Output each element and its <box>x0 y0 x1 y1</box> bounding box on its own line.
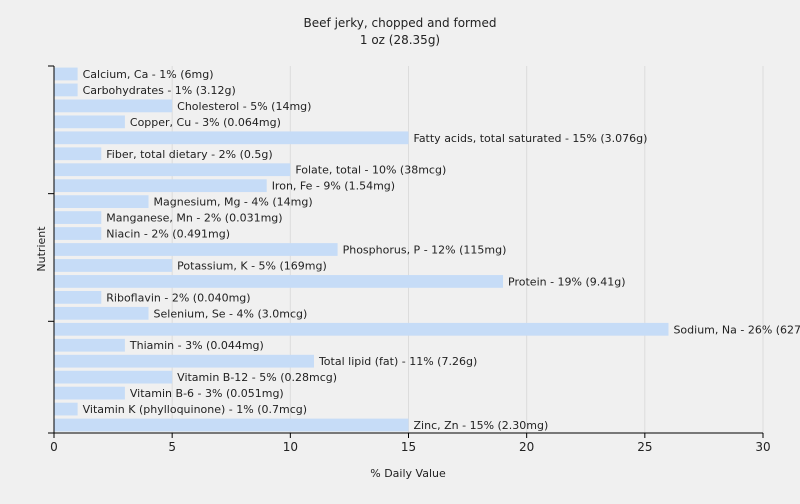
bar-6 <box>54 163 291 177</box>
bar-label-12: Potassium, K - 5% (169mg) <box>177 259 327 272</box>
bar-label-3: Copper, Cu - 3% (0.064mg) <box>130 116 281 129</box>
bar-label-22: Zinc, Zn - 15% (2.30mg) <box>414 419 549 432</box>
bar-14 <box>54 290 102 304</box>
bar-1 <box>54 83 78 97</box>
bar-label-21: Vitamin K (phylloquinone) - 1% (0.7mcg) <box>83 403 307 416</box>
chart-title: Beef jerky, chopped and formed <box>304 16 497 30</box>
bar-label-19: Vitamin B-12 - 5% (0.28mcg) <box>177 371 337 384</box>
bar-5 <box>54 147 102 161</box>
bar-label-10: Niacin - 2% (0.491mg) <box>106 228 230 241</box>
bar-label-15: Selenium, Se - 4% (3.0mcg) <box>154 307 308 320</box>
bar-label-5: Fiber, total dietary - 2% (0.5g) <box>106 148 272 161</box>
bar-9 <box>54 211 102 224</box>
bar-15 <box>54 306 149 320</box>
bar-12 <box>54 259 173 272</box>
bar-label-7: Iron, Fe - 9% (1.54mg) <box>272 180 395 193</box>
x-tick-label-1: 5 <box>168 440 176 454</box>
bar-18 <box>54 354 314 368</box>
axes: 0 5 10 15 20 25 30 <box>48 65 771 454</box>
bar-label-11: Phosphorus, P - 12% (115mg) <box>343 244 507 257</box>
x-tick-label-4: 20 <box>519 440 534 454</box>
bar-7 <box>54 179 267 193</box>
x-tick-label-0: 0 <box>50 440 58 454</box>
x-tick-label-3: 15 <box>401 440 416 454</box>
bar-label-9: Manganese, Mn - 2% (0.031mg) <box>106 212 282 225</box>
x-tick-label-5: 25 <box>637 440 652 454</box>
bar-label-0: Calcium, Ca - 1% (6mg) <box>83 68 214 81</box>
bar-label-13: Protein - 19% (9.41g) <box>508 275 626 288</box>
bar-10 <box>54 227 102 240</box>
bar-labels: Calcium, Ca - 1% (6mg) Carbohydrates - 1%… <box>83 68 800 432</box>
bar-label-14: Riboflavin - 2% (0.040mg) <box>106 291 250 304</box>
bar-label-6: Folate, total - 10% (38mcg) <box>295 164 446 177</box>
bar-label-1: Carbohydrates - 1% (3.12g) <box>83 84 236 97</box>
bar-label-4: Fatty acids, total saturated - 15% (3.07… <box>414 132 648 145</box>
bar-label-8: Magnesium, Mg - 4% (14mg) <box>154 196 313 209</box>
x-tick-label-2: 10 <box>283 440 298 454</box>
x-axis-label: % Daily Value <box>370 467 446 480</box>
x-tick-label-6: 30 <box>755 440 770 454</box>
bar-11 <box>54 243 338 256</box>
bar-0 <box>54 67 78 81</box>
bar-19 <box>54 370 173 384</box>
chart-subtitle: 1 oz (28.35g) <box>360 33 440 47</box>
bar-label-20: Vitamin B-6 - 3% (0.051mg) <box>130 387 284 400</box>
bar-3 <box>54 115 125 129</box>
bar-label-18: Total lipid (fat) - 11% (7.26g) <box>318 355 477 368</box>
bar-13 <box>54 275 504 288</box>
bar-label-2: Cholesterol - 5% (14mg) <box>177 100 311 113</box>
bars <box>54 67 669 432</box>
bar-4 <box>54 131 409 145</box>
bar-17 <box>54 338 125 352</box>
y-axis-label: Nutrient <box>35 226 48 272</box>
bar-2 <box>54 99 173 113</box>
bar-20 <box>54 386 125 400</box>
bar-16 <box>54 322 669 336</box>
bar-label-17: Thiamin - 3% (0.044mg) <box>129 339 264 352</box>
bar-label-16: Sodium, Na - 26% (627mg) <box>673 323 800 336</box>
bar-22 <box>54 418 409 432</box>
bar-21 <box>54 402 78 416</box>
bar-8 <box>54 195 149 209</box>
